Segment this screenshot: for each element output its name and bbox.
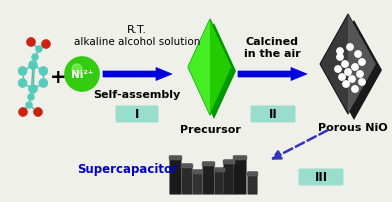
Polygon shape (348, 15, 376, 115)
Circle shape (39, 79, 48, 88)
Text: Supercapacitor: Supercapacitor (78, 163, 178, 176)
FancyBboxPatch shape (223, 160, 235, 164)
Circle shape (18, 108, 27, 117)
Text: Porous NiO: Porous NiO (318, 122, 388, 132)
Polygon shape (238, 68, 307, 81)
Polygon shape (320, 15, 376, 115)
FancyBboxPatch shape (170, 156, 181, 194)
Text: Self-assembly: Self-assembly (93, 89, 181, 100)
Circle shape (33, 108, 42, 117)
Circle shape (347, 45, 353, 51)
FancyBboxPatch shape (215, 168, 224, 194)
FancyBboxPatch shape (192, 170, 203, 174)
Circle shape (31, 54, 38, 61)
Circle shape (345, 69, 351, 76)
Polygon shape (103, 68, 172, 81)
Circle shape (343, 81, 349, 88)
FancyBboxPatch shape (182, 164, 192, 194)
Circle shape (36, 46, 42, 53)
FancyBboxPatch shape (247, 172, 258, 176)
FancyBboxPatch shape (214, 168, 225, 172)
Circle shape (352, 86, 358, 93)
Circle shape (342, 61, 348, 68)
FancyBboxPatch shape (116, 106, 158, 123)
Circle shape (18, 79, 27, 88)
Circle shape (42, 40, 51, 49)
FancyBboxPatch shape (169, 156, 182, 160)
Circle shape (29, 85, 38, 94)
Text: in the air: in the air (243, 49, 300, 59)
FancyBboxPatch shape (298, 169, 343, 186)
Circle shape (352, 64, 358, 71)
Polygon shape (188, 20, 210, 115)
Circle shape (18, 67, 27, 76)
Circle shape (39, 67, 48, 76)
Circle shape (337, 55, 343, 61)
FancyBboxPatch shape (250, 106, 296, 123)
Polygon shape (188, 20, 232, 115)
Circle shape (359, 79, 365, 86)
Text: Precursor: Precursor (180, 124, 240, 134)
FancyBboxPatch shape (248, 172, 257, 194)
Circle shape (27, 94, 34, 101)
Circle shape (335, 66, 341, 73)
Text: II: II (269, 108, 278, 121)
Circle shape (29, 61, 38, 70)
Circle shape (357, 72, 363, 78)
Circle shape (349, 76, 355, 83)
Circle shape (337, 48, 343, 55)
Text: III: III (314, 171, 328, 184)
FancyBboxPatch shape (203, 162, 214, 194)
Circle shape (72, 65, 82, 75)
FancyBboxPatch shape (234, 156, 246, 194)
Circle shape (359, 60, 365, 66)
Text: R.T.: R.T. (127, 25, 147, 35)
Circle shape (25, 102, 33, 109)
Circle shape (27, 38, 36, 47)
FancyBboxPatch shape (181, 164, 193, 168)
Circle shape (339, 74, 345, 81)
Text: I: I (135, 108, 139, 121)
Polygon shape (326, 21, 382, 120)
FancyBboxPatch shape (233, 156, 247, 160)
FancyBboxPatch shape (202, 162, 215, 166)
Text: +: + (50, 68, 66, 87)
FancyBboxPatch shape (224, 160, 234, 194)
Text: Ni²⁺: Ni²⁺ (71, 70, 93, 80)
Polygon shape (192, 24, 236, 119)
Circle shape (355, 52, 361, 58)
Circle shape (65, 58, 99, 92)
Text: alkaline alcohol solution: alkaline alcohol solution (74, 37, 200, 47)
Text: Calcined: Calcined (245, 37, 298, 47)
FancyBboxPatch shape (193, 170, 202, 194)
